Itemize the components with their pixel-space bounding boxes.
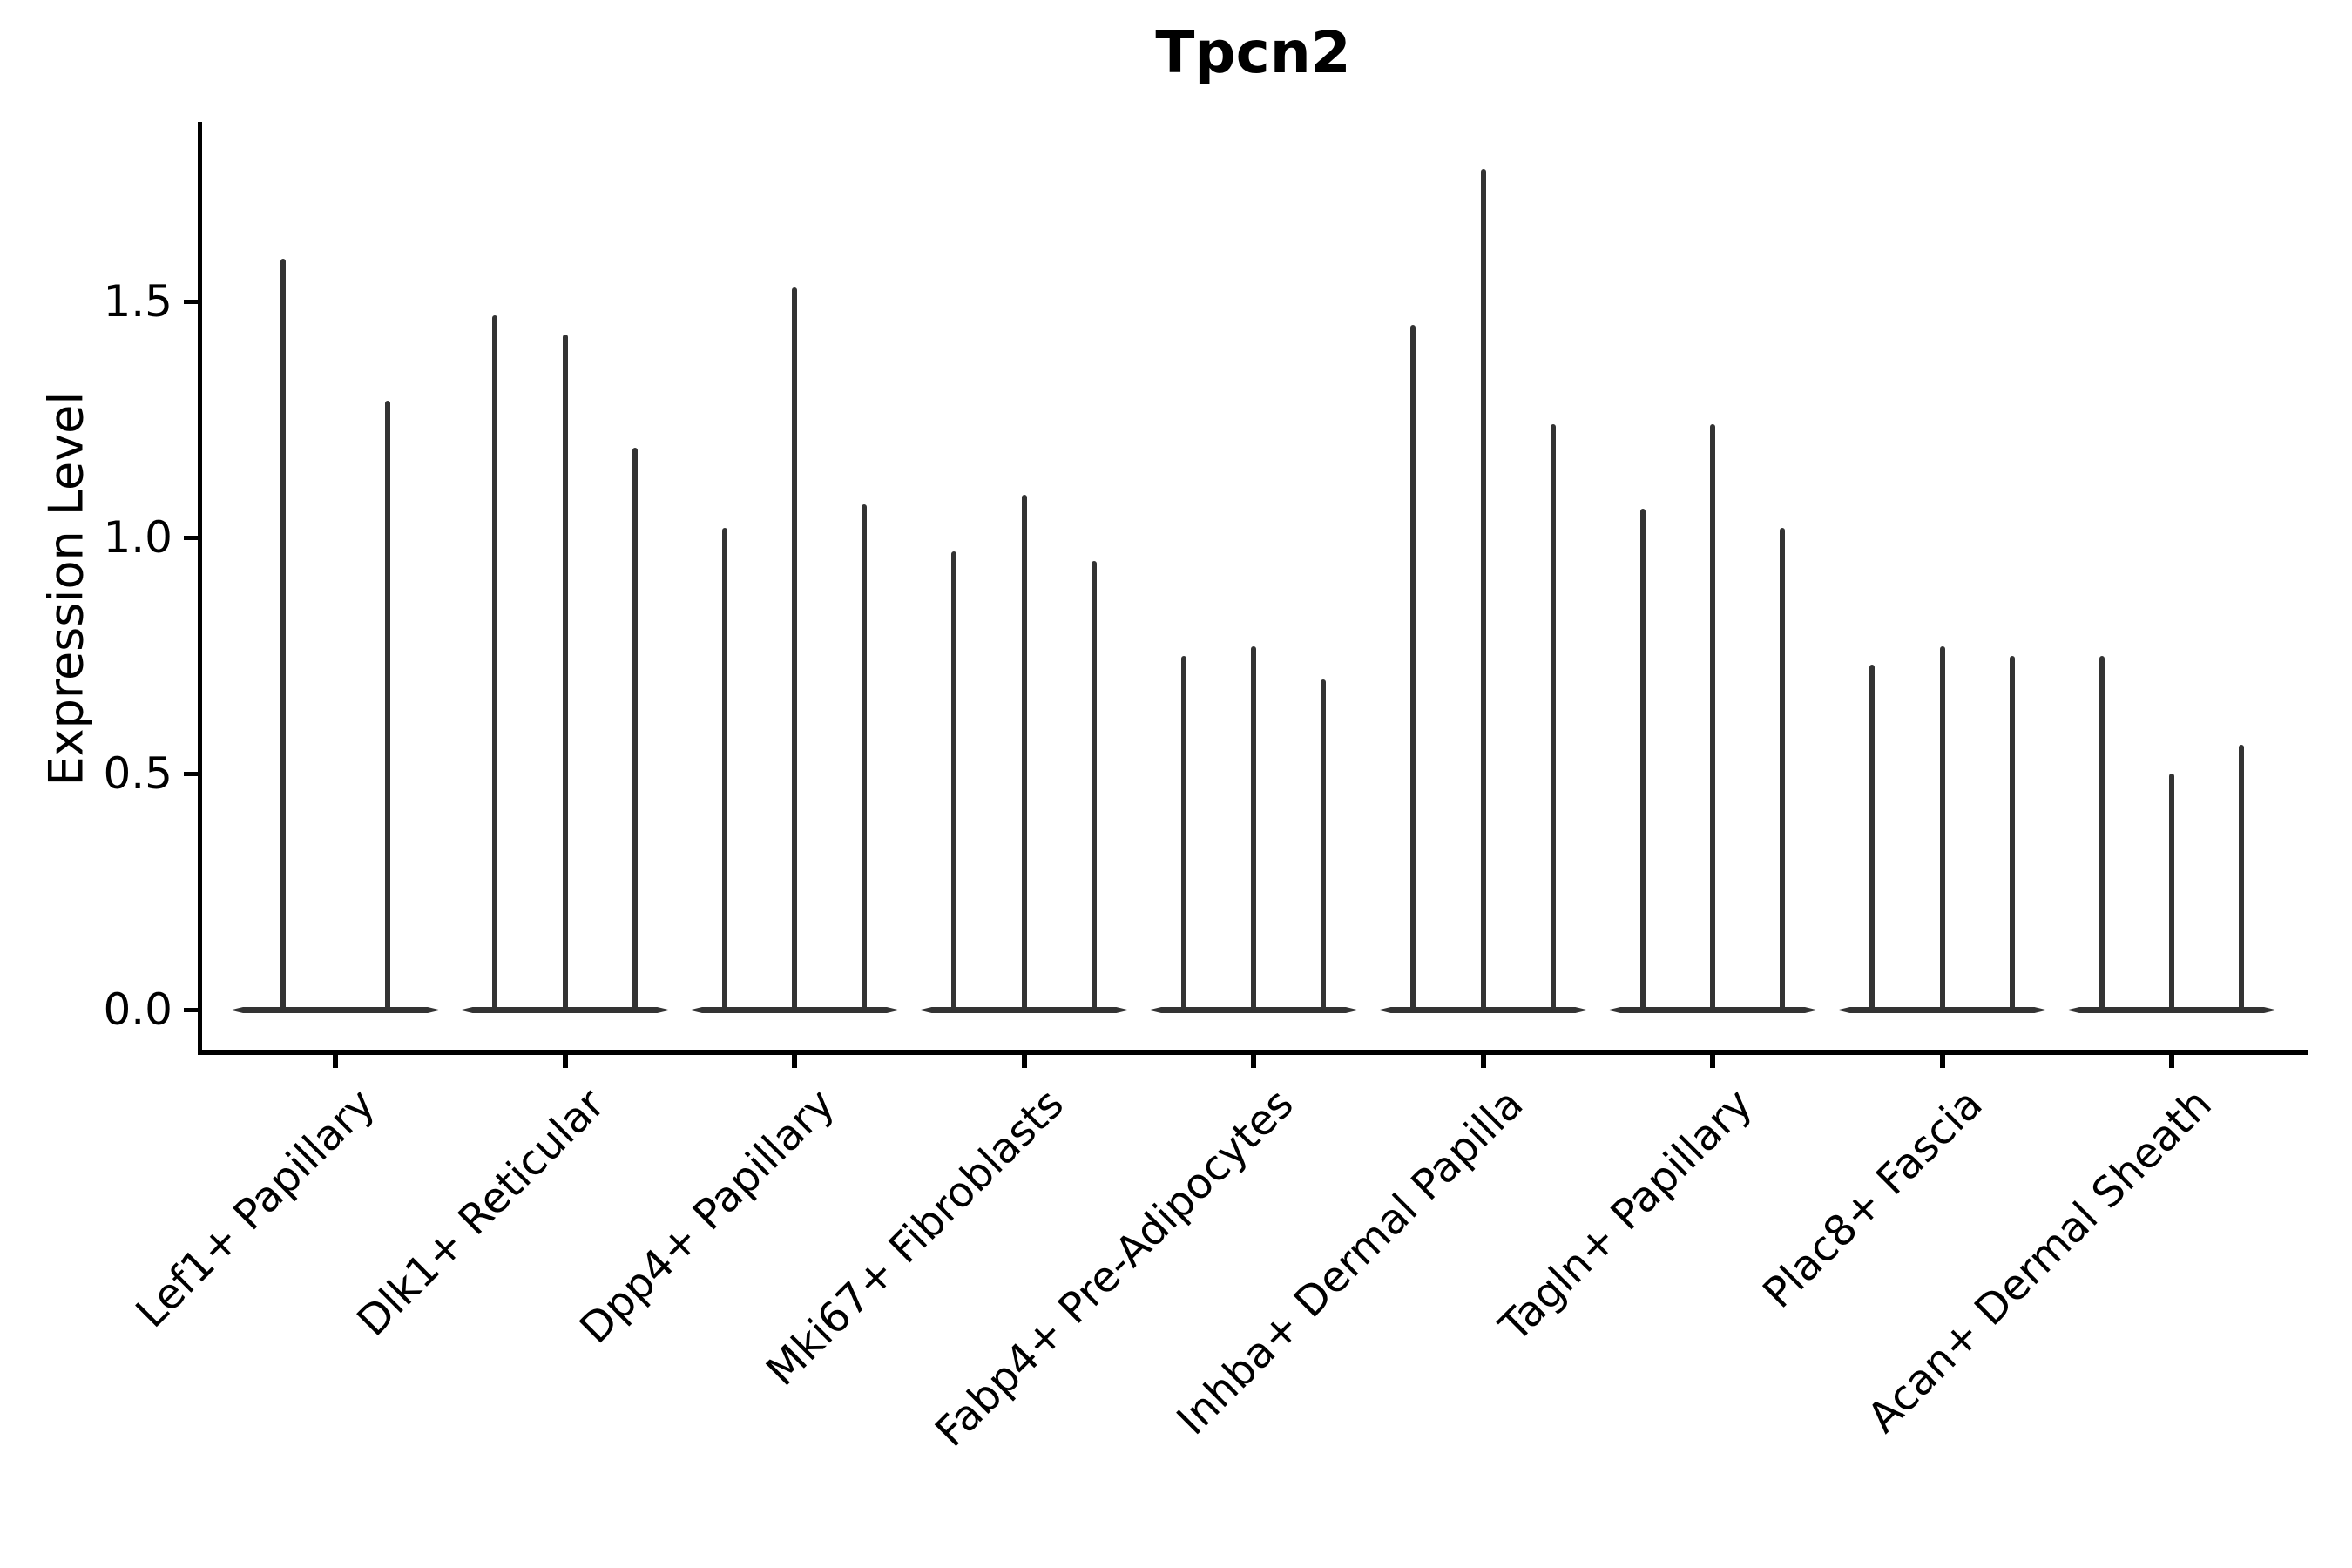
violin-spike bbox=[721, 528, 727, 1010]
violin-spike bbox=[862, 504, 868, 1010]
y-tick-label: 1.5 bbox=[103, 276, 172, 327]
violin-spike bbox=[2099, 655, 2105, 1010]
violin-spike bbox=[1021, 495, 1027, 1010]
violin-spike bbox=[2009, 655, 2015, 1010]
x-tick-mark bbox=[562, 1055, 568, 1068]
violin-spike bbox=[951, 551, 957, 1010]
violin-spike bbox=[1180, 655, 1186, 1010]
violin-spike bbox=[1321, 679, 1327, 1010]
violin-spike bbox=[2239, 745, 2245, 1010]
x-tick-mark bbox=[792, 1055, 797, 1068]
violin-spike bbox=[562, 334, 568, 1010]
x-tick-mark bbox=[1480, 1055, 1486, 1068]
y-tick-mark bbox=[184, 1007, 198, 1012]
y-axis-spine bbox=[198, 122, 202, 1055]
violin-baseline bbox=[2066, 1007, 2277, 1013]
violin-spike bbox=[1550, 423, 1556, 1010]
y-tick-mark bbox=[184, 299, 198, 304]
violin-baseline bbox=[230, 1007, 441, 1013]
x-tick-label: Plac8+ Fascia bbox=[1753, 1079, 1992, 1318]
violin-spike bbox=[1251, 645, 1256, 1010]
violin-spike bbox=[1410, 325, 1416, 1010]
violin-baseline bbox=[1378, 1007, 1588, 1013]
y-tick-label: 0.5 bbox=[103, 748, 172, 799]
x-tick-label: Lef1+ Papillary bbox=[126, 1079, 385, 1338]
violin-spike bbox=[1480, 169, 1486, 1010]
violin-spike bbox=[280, 259, 286, 1010]
violin-spike bbox=[492, 315, 498, 1010]
violin-spike bbox=[385, 400, 391, 1010]
y-axis-label: Expression Level bbox=[38, 391, 94, 787]
x-tick-label: Tagln+ Papillary bbox=[1490, 1079, 1762, 1351]
x-tick-mark bbox=[1710, 1055, 1715, 1068]
x-tick-mark bbox=[1021, 1055, 1027, 1068]
violin-spike bbox=[1780, 528, 1786, 1010]
violin-baseline bbox=[1148, 1007, 1359, 1013]
x-tick-mark bbox=[2169, 1055, 2174, 1068]
violin-spike bbox=[792, 287, 797, 1010]
violin-spike bbox=[632, 448, 638, 1010]
violin-baseline bbox=[919, 1007, 1129, 1013]
violin-spike bbox=[1091, 561, 1097, 1010]
violin-spike bbox=[1710, 423, 1715, 1010]
y-tick-label: 1.0 bbox=[103, 512, 172, 563]
x-tick-mark bbox=[1939, 1055, 1945, 1068]
violin-spike bbox=[1869, 665, 1876, 1010]
violin-baseline bbox=[1837, 1007, 2047, 1013]
violin-baseline bbox=[1607, 1007, 1818, 1013]
y-tick-mark bbox=[184, 771, 198, 776]
y-tick-label: 0.0 bbox=[103, 984, 172, 1035]
violin-spike bbox=[2169, 774, 2174, 1010]
violin-spike bbox=[1639, 509, 1646, 1010]
x-tick-mark bbox=[333, 1055, 338, 1068]
chart-title: Tpcn2 bbox=[1155, 19, 1351, 86]
x-tick-label: Dpp4+ Papillary bbox=[570, 1079, 844, 1354]
violin-baseline bbox=[460, 1007, 670, 1013]
x-tick-mark bbox=[1251, 1055, 1256, 1068]
y-tick-mark bbox=[184, 535, 198, 540]
violin-spike bbox=[1939, 645, 1945, 1010]
x-tick-label: Dlk1+ Reticular bbox=[348, 1079, 615, 1346]
x-axis-spine bbox=[198, 1050, 2308, 1055]
violin-baseline bbox=[689, 1007, 900, 1013]
